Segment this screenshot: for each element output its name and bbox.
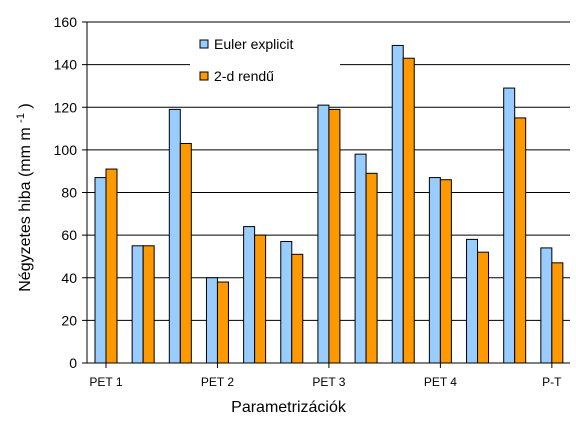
- bar-second-order: [514, 117, 527, 364]
- y-tick-label: 20: [61, 312, 77, 328]
- bar-second-order: [142, 245, 155, 364]
- x-tick-label: P-T: [542, 375, 562, 389]
- bar-second-order: [216, 281, 229, 364]
- y-tick-label: 0: [69, 355, 77, 371]
- y-tick-label: 140: [54, 57, 78, 73]
- x-axis-title: Parametrizációk: [231, 399, 347, 416]
- bar-second-order: [402, 57, 415, 364]
- legend-box: [190, 30, 340, 92]
- x-tick-label: PET 1: [89, 375, 122, 389]
- bar-euler-explicit: [466, 238, 479, 364]
- bar-euler-explicit: [428, 177, 441, 364]
- bar-euler-explicit: [243, 226, 256, 364]
- y-tick-label: 160: [54, 14, 78, 30]
- bar-euler-explicit: [540, 247, 553, 364]
- x-tick-label: PET 2: [201, 375, 234, 389]
- bar-second-order: [254, 234, 267, 364]
- x-tick-label: PET 4: [424, 375, 457, 389]
- bar-euler-explicit: [391, 44, 404, 364]
- legend-label-second-order: 2-d rendű: [214, 68, 274, 84]
- y-axis-title-main: Négyzetes hiba (mm m: [17, 127, 34, 292]
- bar-second-order: [105, 168, 118, 364]
- bar-euler-explicit: [168, 108, 181, 364]
- y-tick-label: 40: [61, 270, 77, 286]
- bar-euler-explicit: [503, 87, 516, 364]
- y-axis-title-superscript: -1: [15, 113, 27, 123]
- y-axis-title-close: ): [17, 103, 34, 108]
- axes: [82, 21, 570, 368]
- bar-euler-explicit: [280, 241, 293, 364]
- bar-second-order: [477, 251, 490, 364]
- bar-euler-explicit: [317, 104, 330, 364]
- y-tick-label: 80: [61, 185, 77, 201]
- legend-swatch-euler: [199, 39, 209, 49]
- y-tick-label: 100: [54, 142, 78, 158]
- legend: Euler explicit 2-d rendű: [190, 30, 340, 92]
- bar-second-order: [291, 253, 304, 364]
- legend-label-euler: Euler explicit: [214, 36, 293, 52]
- bar-euler-explicit: [131, 245, 144, 364]
- bars: [94, 44, 564, 364]
- y-tick-label: 120: [54, 99, 78, 115]
- bar-euler-explicit: [205, 277, 218, 364]
- x-tick-label: PET 3: [312, 375, 345, 389]
- bar-second-order: [439, 179, 452, 364]
- y-axis-title: Négyzetes hiba (mm m -1 ): [11, 103, 34, 292]
- bar-second-order: [328, 108, 341, 364]
- y-tick-label: 60: [61, 227, 77, 243]
- bar-euler-explicit: [354, 153, 367, 364]
- bar-euler-explicit: [94, 177, 107, 364]
- legend-swatch-second-order: [199, 71, 209, 81]
- y-tick-labels: 0 20 40 60 80 100 120 140 160: [54, 14, 78, 371]
- bar-second-order: [179, 142, 192, 364]
- bar-second-order: [365, 172, 378, 364]
- bar-second-order: [551, 262, 564, 364]
- x-tick-labels: PET 1 PET 2 PET 3 PET 4 P-T: [89, 375, 562, 389]
